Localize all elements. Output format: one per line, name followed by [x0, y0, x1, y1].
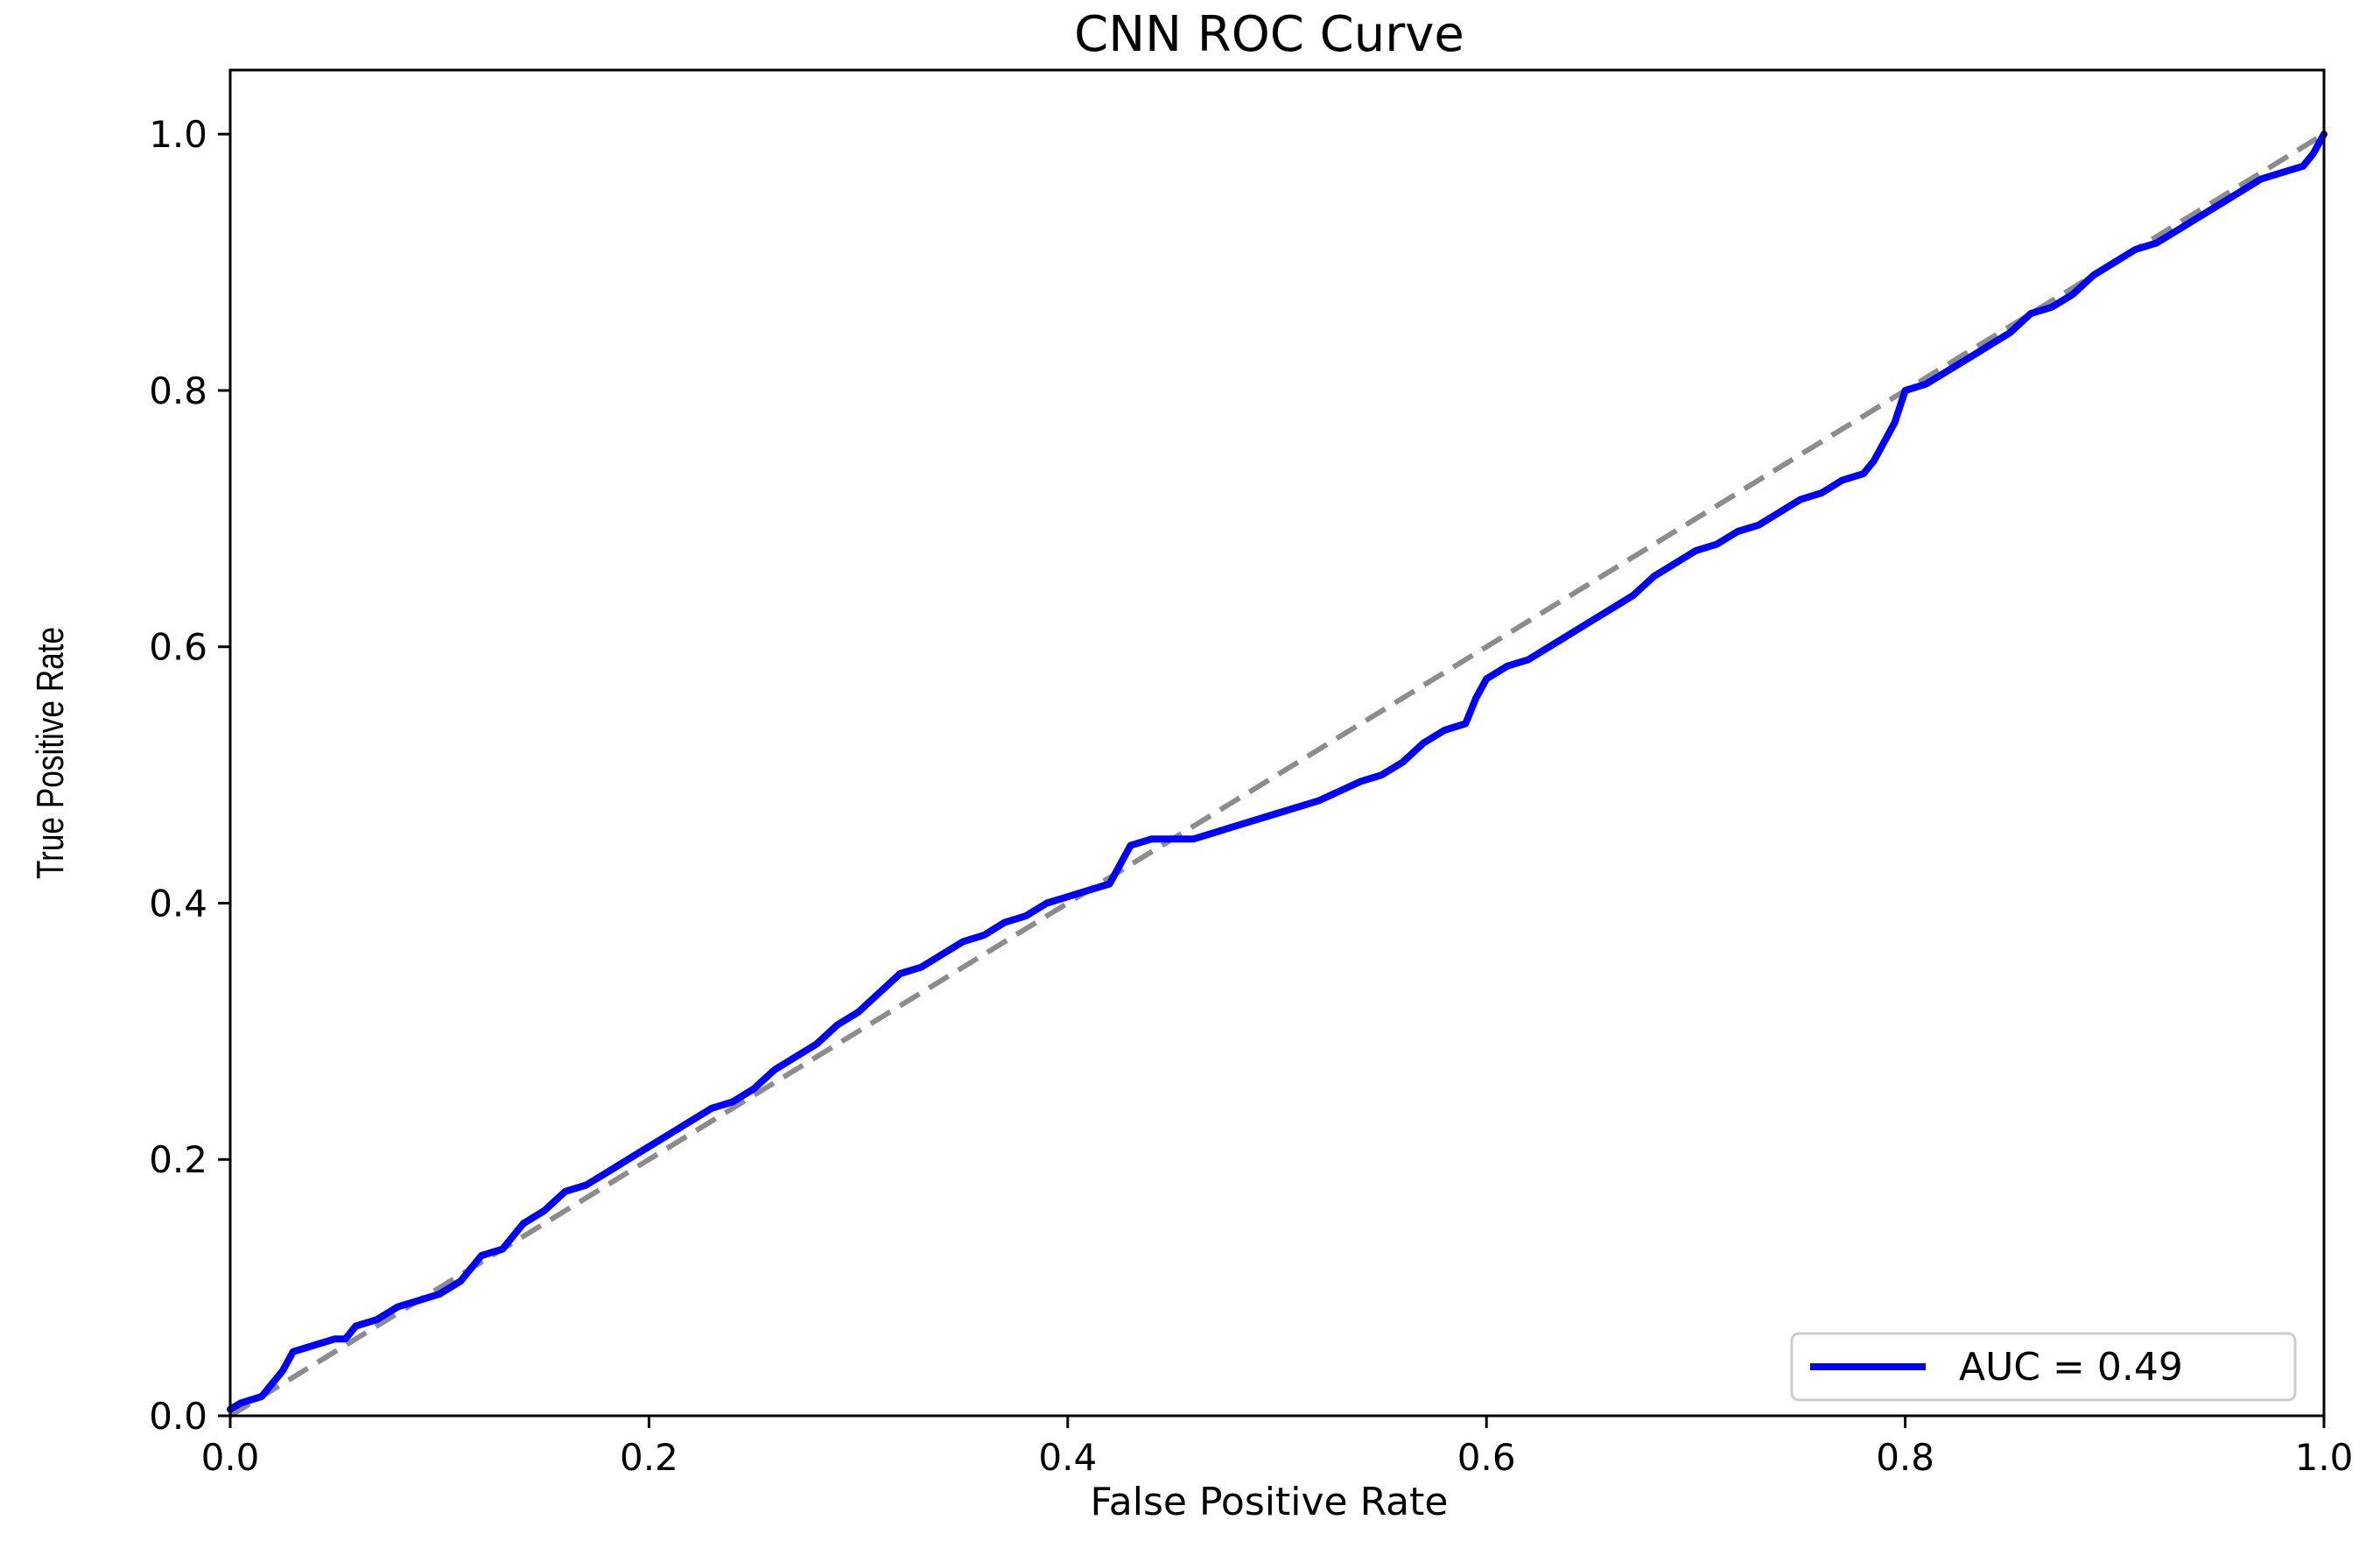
legend-box: [1790, 1332, 2297, 1402]
y-axis-label: True Positive Rate: [29, 627, 72, 879]
x-axis-label: False Positive Rate: [1091, 1480, 1449, 1524]
x-tick-label: 0.2: [620, 1436, 678, 1479]
legend: AUC = 0.49: [1790, 1332, 2297, 1402]
x-tick-label: 0.0: [201, 1436, 260, 1479]
y-tick-label: 0.0: [149, 1395, 207, 1438]
plot-frame: [228, 68, 2326, 1418]
y-tick-label: 0.8: [149, 369, 207, 412]
y-tick-label: 0.4: [149, 882, 207, 925]
legend-label: AUC = 0.49: [1959, 1345, 2183, 1390]
y-tick-label: 0.6: [149, 626, 207, 669]
y-tick-label: 0.2: [149, 1138, 207, 1181]
x-tick-label: 0.6: [1457, 1436, 1516, 1479]
x-tick-label: 1.0: [2295, 1436, 2354, 1479]
x-tick-label: 0.8: [1876, 1436, 1934, 1479]
chart-title: CNN ROC Curve: [1074, 6, 1464, 63]
x-tick-label: 0.4: [1038, 1436, 1097, 1479]
y-tick-label: 1.0: [149, 113, 207, 156]
roc-curve-line: [227, 130, 2327, 1413]
plot-area: 0.0 0.2 0.4 0.6 0.8 1.0 0.0 0.2 0.4 0.6 0.8 1.0 AUC …: [149, 68, 2354, 1479]
